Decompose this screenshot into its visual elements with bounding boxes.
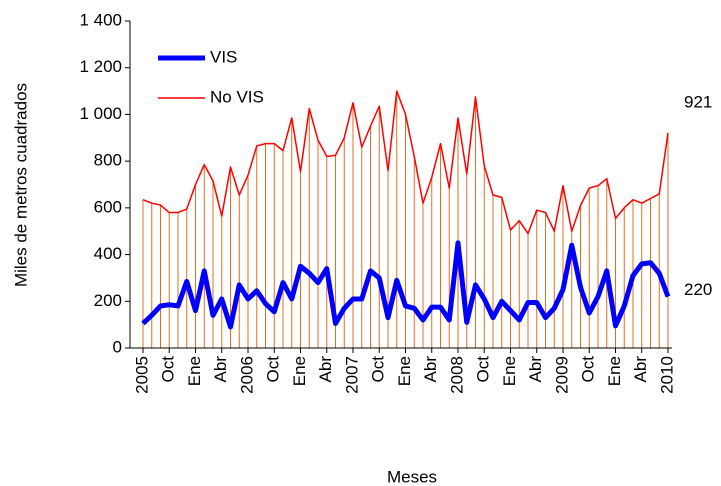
x-tick-label: 2005 bbox=[132, 356, 151, 394]
y-tick-label: 0 bbox=[113, 337, 122, 356]
x-tick-label: Ene bbox=[500, 356, 519, 386]
legend-label: No VIS bbox=[210, 87, 264, 106]
x-tick-label: Abr bbox=[316, 356, 335, 383]
x-tick-label: Ene bbox=[395, 356, 414, 386]
y-tick-label: 200 bbox=[94, 291, 122, 310]
x-tick-label: 2008 bbox=[447, 356, 466, 394]
end-annotation: 921 bbox=[684, 92, 712, 111]
y-tick-label: 800 bbox=[94, 151, 122, 170]
x-tick-label: Ene bbox=[185, 356, 204, 386]
x-tick-label: Oct bbox=[579, 356, 598, 383]
x-tick-label: Abr bbox=[526, 356, 545, 383]
x-tick-label: Ene bbox=[605, 356, 624, 386]
y-tick-label: 1 400 bbox=[79, 10, 122, 29]
x-tick-label: Ene bbox=[290, 356, 309, 386]
x-tick-label: Abr bbox=[631, 356, 650, 383]
x-tick-label: 2006 bbox=[237, 356, 256, 394]
x-tick-label: 2009 bbox=[552, 356, 571, 394]
x-tick-label: Abr bbox=[421, 356, 440, 383]
y-tick-label: 1 000 bbox=[79, 104, 122, 123]
y-tick-label: 600 bbox=[94, 197, 122, 216]
x-tick-label: 2007 bbox=[342, 356, 361, 394]
x-tick-label: Oct bbox=[264, 356, 283, 383]
x-tick-label: Oct bbox=[159, 356, 178, 383]
x-tick-label: Oct bbox=[369, 356, 388, 383]
x-tick-label: 2010 bbox=[657, 356, 676, 394]
y-axis-label: Miles de metros cuadrados bbox=[11, 83, 30, 287]
end-annotation: 220 bbox=[684, 280, 712, 299]
legend-label: VIS bbox=[210, 47, 237, 66]
x-tick-label: Oct bbox=[474, 356, 493, 383]
series-line bbox=[141, 240, 671, 330]
y-tick-label: 400 bbox=[94, 244, 122, 263]
x-axis-label: Meses bbox=[387, 467, 437, 486]
y-tick-label: 1 200 bbox=[79, 57, 122, 76]
series-line bbox=[142, 90, 669, 235]
x-tick-label: Abr bbox=[211, 356, 230, 383]
